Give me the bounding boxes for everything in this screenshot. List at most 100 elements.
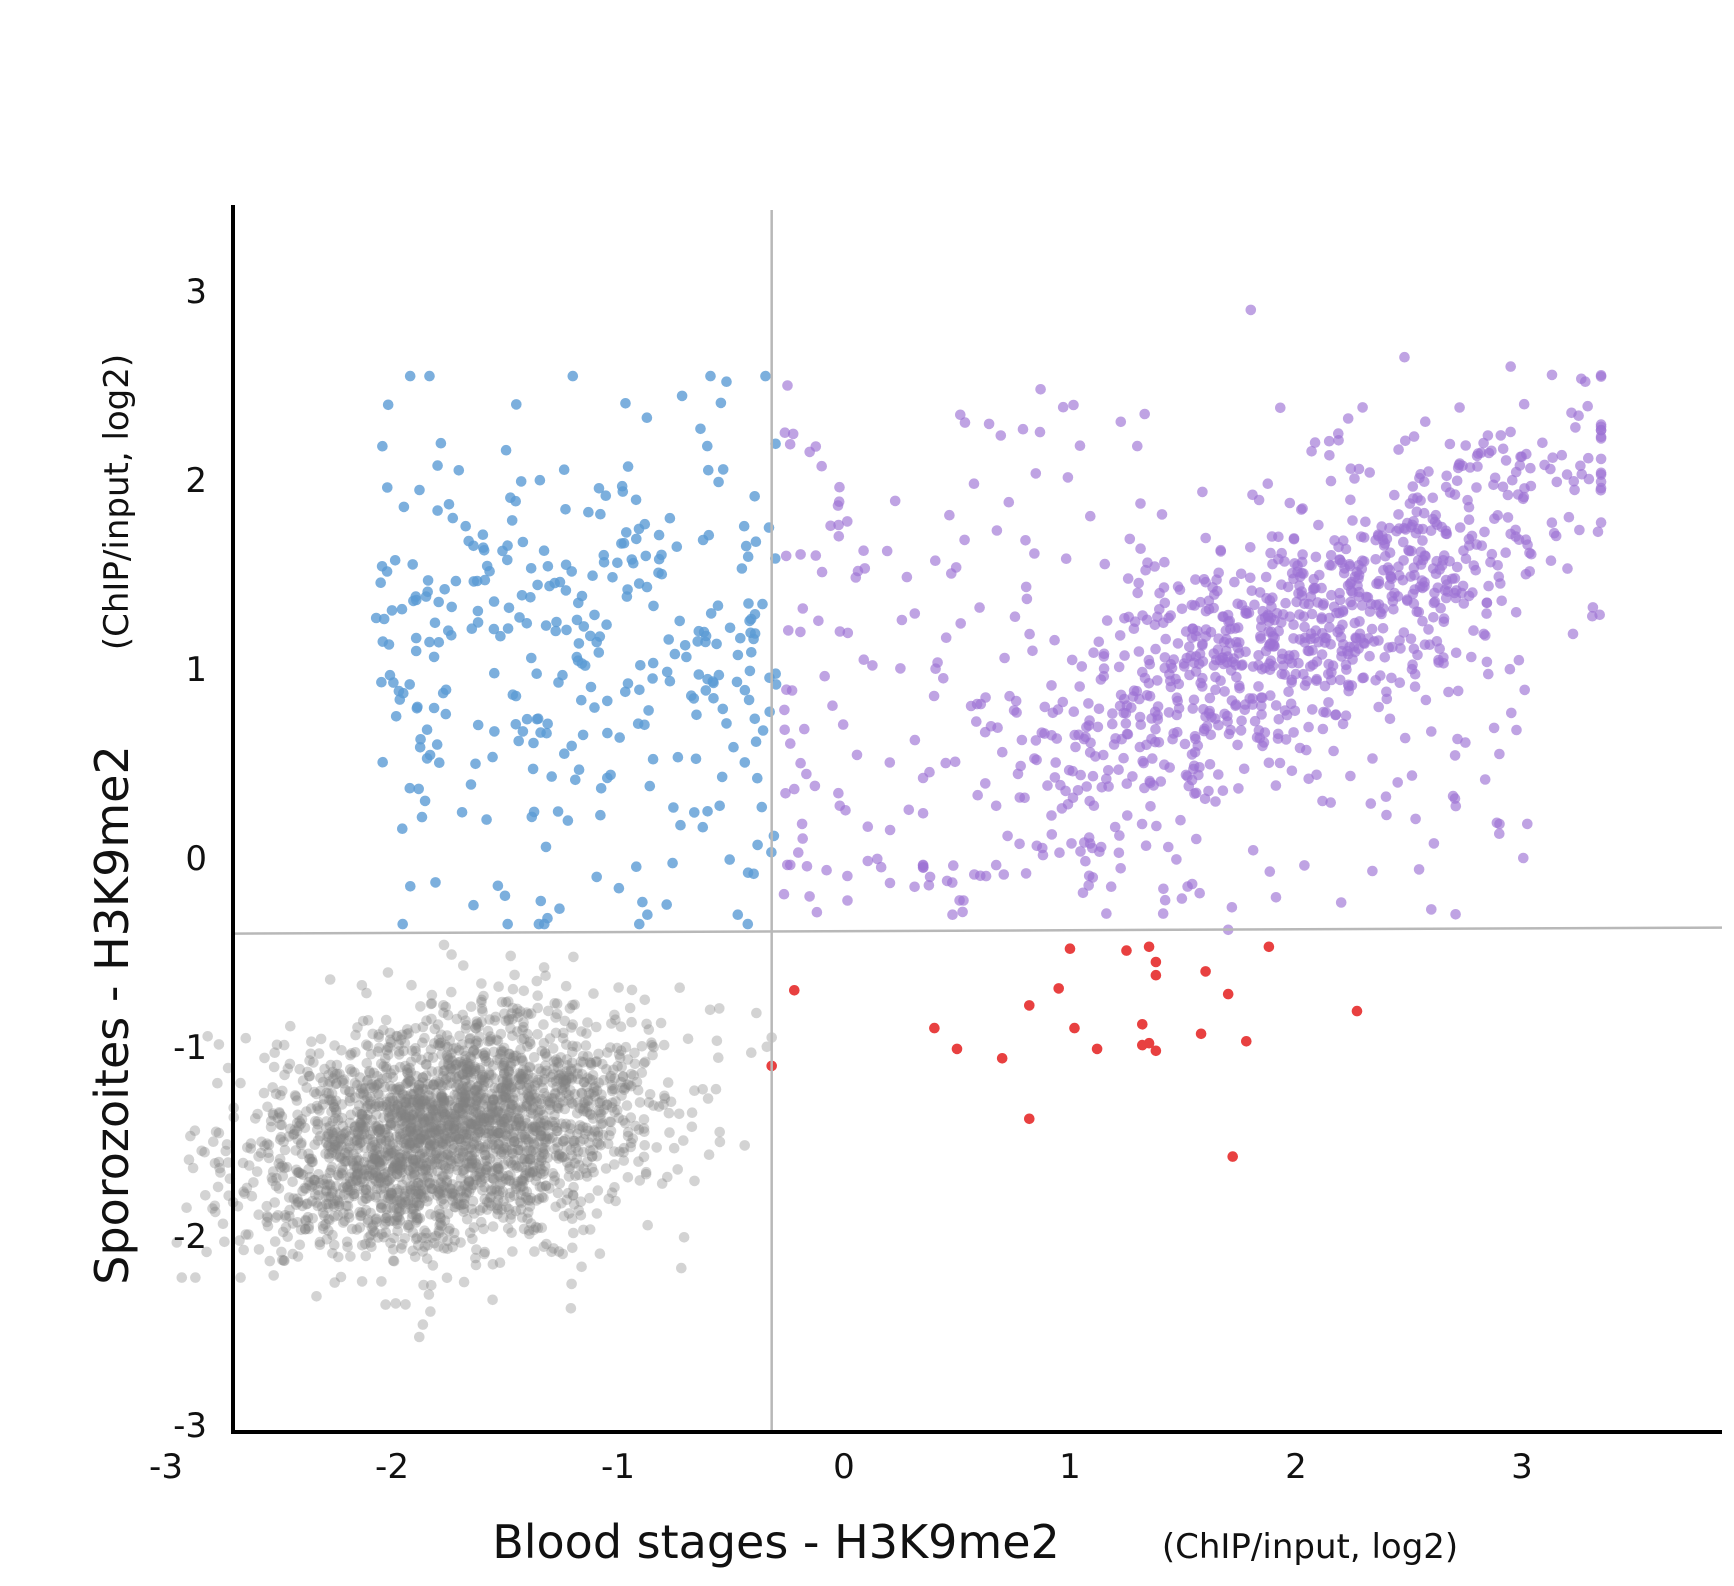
- data-point: [679, 640, 691, 651]
- data-point: [602, 772, 613, 784]
- data-point: [385, 1034, 396, 1046]
- data-point: [531, 668, 542, 679]
- data-point: [508, 1178, 520, 1189]
- data-point: [1118, 707, 1129, 719]
- data-point: [500, 444, 512, 456]
- data-point: [524, 1201, 536, 1212]
- data-point: [525, 1104, 537, 1115]
- data-point: [675, 819, 686, 831]
- data-point: [306, 1036, 317, 1047]
- data-point: [940, 757, 951, 769]
- data-point: [1355, 633, 1366, 644]
- data-point: [507, 983, 519, 995]
- data-point: [493, 1189, 505, 1201]
- data-point: [449, 1227, 460, 1239]
- data-point: [1471, 482, 1482, 493]
- data-point: [317, 1174, 329, 1186]
- data-point: [1505, 361, 1516, 372]
- data-point: [441, 1272, 453, 1284]
- data-point: [219, 1236, 230, 1248]
- data-point: [438, 1171, 449, 1183]
- data-point: [382, 1143, 394, 1154]
- data-point: [1371, 578, 1382, 589]
- data-point: [434, 1037, 446, 1049]
- data-point: [514, 1072, 525, 1084]
- data-point: [394, 1195, 406, 1207]
- data-point: [569, 1157, 581, 1169]
- data-point: [415, 1158, 426, 1169]
- data-point: [464, 1227, 476, 1239]
- data-point: [284, 1123, 296, 1135]
- data-point: [501, 1077, 512, 1088]
- data-point: [318, 1223, 329, 1235]
- data-point: [344, 1172, 356, 1183]
- data-point: [245, 1143, 257, 1154]
- data-point: [323, 1141, 334, 1152]
- data-point: [480, 1167, 491, 1179]
- data-point: [1245, 572, 1256, 584]
- data-point: [884, 757, 896, 768]
- data-point: [267, 1166, 279, 1177]
- data-point: [1500, 455, 1512, 466]
- data-point: [429, 617, 441, 629]
- data-point: [1510, 524, 1521, 536]
- data-point: [504, 1092, 515, 1104]
- data-point: [793, 847, 804, 858]
- data-point: [378, 1155, 390, 1166]
- data-point: [486, 1103, 498, 1114]
- x-tick-label: -3: [149, 1447, 183, 1487]
- data-point: [1118, 752, 1129, 764]
- data-point: [646, 1037, 657, 1048]
- data-point: [571, 1041, 582, 1052]
- data-point: [492, 1162, 504, 1173]
- data-point: [686, 690, 697, 701]
- data-point: [608, 1146, 620, 1157]
- data-point: [331, 1059, 343, 1071]
- data-point: [621, 1100, 633, 1111]
- data-point: [689, 1175, 700, 1187]
- data-point: [804, 446, 815, 458]
- data-point: [253, 1151, 264, 1162]
- data-point: [393, 1084, 405, 1096]
- data-point: [1145, 801, 1156, 812]
- data-point: [438, 1141, 449, 1152]
- data-point: [443, 1122, 454, 1133]
- data-point: [472, 605, 484, 617]
- data-point: [487, 1259, 499, 1270]
- data-point: [503, 1065, 515, 1077]
- data-point: [568, 1227, 579, 1239]
- data-point: [515, 1068, 526, 1080]
- data-point: [661, 899, 672, 910]
- data-point: [315, 1072, 326, 1084]
- data-point: [214, 1162, 225, 1174]
- data-point: [527, 1160, 539, 1172]
- data-point: [1345, 494, 1356, 506]
- data-point: [526, 652, 537, 664]
- data-point: [783, 625, 794, 636]
- data-point: [485, 1031, 496, 1042]
- data-point: [539, 1160, 551, 1172]
- data-point: [617, 1071, 629, 1083]
- data-point: [437, 1081, 448, 1092]
- data-point: [573, 597, 584, 609]
- data-point: [312, 1135, 324, 1146]
- data-point: [567, 1040, 578, 1052]
- data-point: [403, 1111, 415, 1123]
- data-point: [1249, 599, 1260, 611]
- data-point: [1270, 892, 1282, 903]
- data-point: [536, 1155, 547, 1167]
- data-point: [710, 1083, 722, 1095]
- data-point: [522, 1089, 533, 1100]
- data-point: [985, 721, 997, 732]
- data-point: [1545, 555, 1557, 566]
- data-point: [385, 1237, 396, 1249]
- data-point: [496, 1116, 508, 1127]
- data-point: [1325, 797, 1336, 808]
- data-point: [1537, 437, 1548, 449]
- data-point: [422, 586, 434, 598]
- data-point: [352, 1169, 363, 1180]
- data-point: [389, 555, 401, 566]
- data-point: [491, 1129, 503, 1140]
- data-point: [959, 534, 970, 546]
- data-point: [325, 1164, 337, 1176]
